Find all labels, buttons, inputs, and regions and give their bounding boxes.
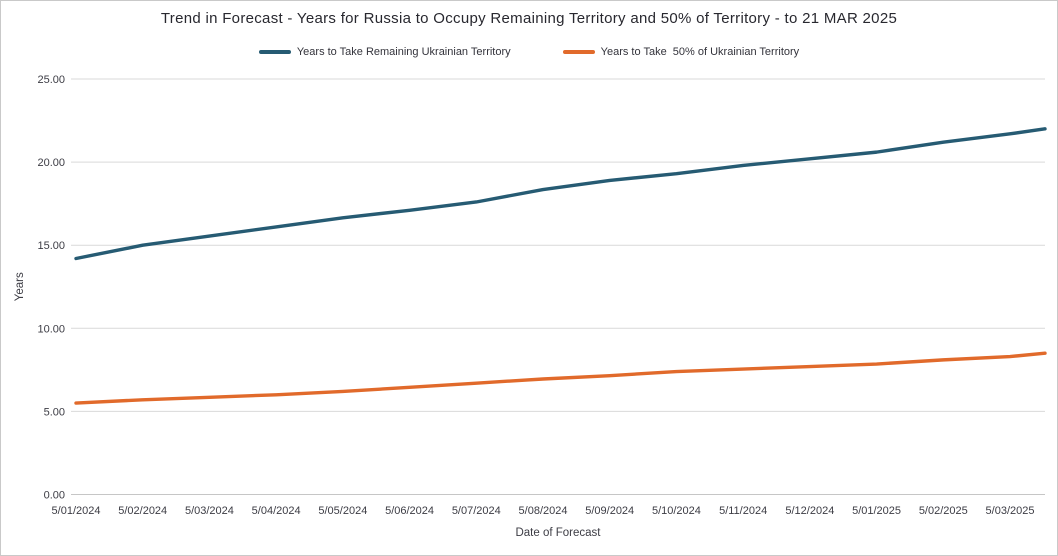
y-tick-label: 5.00 bbox=[44, 406, 65, 418]
x-tick-label: 5/07/2024 bbox=[452, 505, 501, 517]
legend-label-remaining-territory: Years to Take Remaining Ukrainian Territ… bbox=[296, 46, 511, 58]
y-axis-title: Years bbox=[14, 272, 26, 301]
x-axis-title: Date of Forecast bbox=[515, 527, 601, 539]
x-tick-label: 5/02/2025 bbox=[919, 505, 968, 517]
legend-item-50pct-territory: Years to Take 50% of Ukrainian Territory bbox=[562, 46, 800, 58]
x-tick-label: 5/08/2024 bbox=[519, 505, 568, 517]
x-tick-label: 5/01/2024 bbox=[52, 505, 101, 517]
y-tick-label: 0.00 bbox=[44, 490, 65, 502]
legend-item-remaining-territory: Years to Take Remaining Ukrainian Territ… bbox=[258, 46, 511, 58]
x-tick-label: 5/09/2024 bbox=[585, 505, 634, 517]
x-tick-label: 5/03/2024 bbox=[185, 505, 234, 517]
legend-line-swatch-50pct-territory bbox=[562, 50, 595, 54]
x-tick-label: 5/06/2024 bbox=[385, 505, 434, 517]
x-tick-label: 5/03/2025 bbox=[986, 505, 1035, 517]
y-tick-label: 25.00 bbox=[37, 74, 65, 86]
series-line-50pct-territory bbox=[74, 351, 1047, 405]
y-tick-label: 10.00 bbox=[37, 323, 65, 335]
x-tick-label: 5/10/2024 bbox=[652, 505, 701, 517]
legend: Years to Take Remaining Ukrainian Territ… bbox=[1, 46, 1057, 58]
y-tick-label: 20.00 bbox=[37, 157, 65, 169]
x-tick-label: 5/02/2024 bbox=[118, 505, 167, 517]
x-tick-label: 5/05/2024 bbox=[318, 505, 367, 517]
y-tick-label: 15.00 bbox=[37, 240, 65, 252]
series-line-remaining-territory bbox=[74, 127, 1047, 261]
legend-line-swatch-remaining-territory bbox=[258, 50, 291, 54]
x-tick-label: 5/01/2025 bbox=[852, 505, 901, 517]
legend-label-50pct-territory: Years to Take 50% of Ukrainian Territory bbox=[600, 46, 800, 58]
chart-title: Trend in Forecast - Years for Russia to … bbox=[160, 10, 898, 27]
x-tick-label: 5/12/2024 bbox=[785, 505, 834, 517]
x-tick-label: 5/04/2024 bbox=[252, 505, 301, 517]
x-tick-label: 5/11/2024 bbox=[719, 505, 767, 517]
